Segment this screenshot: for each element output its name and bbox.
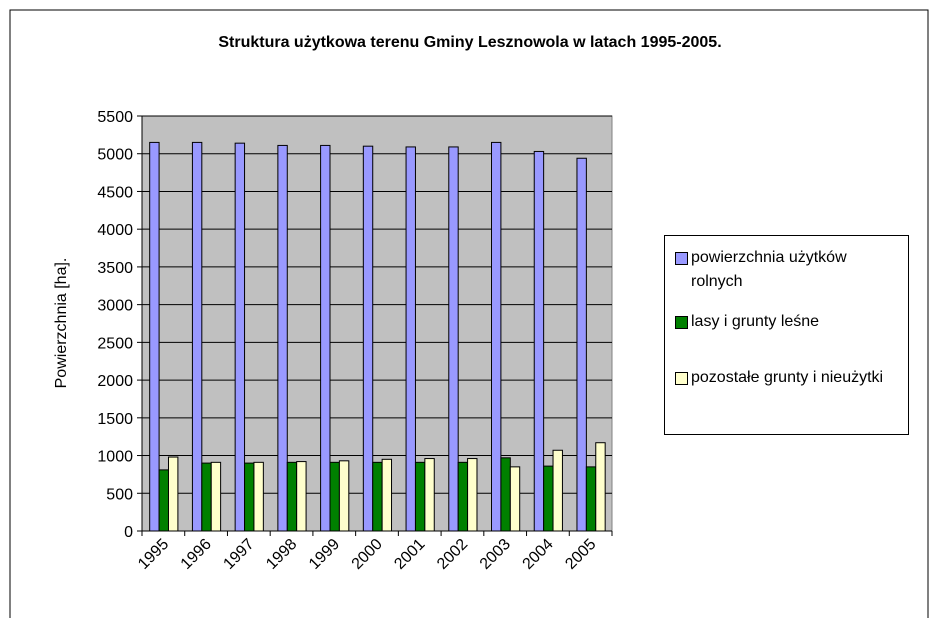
y-tick-label: 2500 (97, 335, 133, 352)
bar (500, 457, 511, 532)
bar (210, 461, 222, 532)
y-tick-label: 1500 (97, 411, 133, 428)
x-tick-label: 2004 (520, 536, 557, 573)
bar (585, 466, 597, 532)
chart-border (9, 9, 929, 618)
bar (552, 449, 563, 532)
y-tick-label: 3000 (97, 298, 133, 315)
bar (414, 461, 426, 532)
legend-label: pozostałe grunty i nieużytki (691, 369, 884, 386)
bar (533, 150, 545, 532)
x-tick-label: 2001 (391, 536, 428, 573)
y-tick-label: 0 (124, 524, 133, 541)
x-tick-label: 1997 (220, 536, 257, 573)
x-tick-label: 1996 (178, 536, 215, 573)
bar (457, 461, 469, 532)
plot-area (141, 115, 613, 532)
chart-title: Struktura użytkowa terenu Gminy Lesznowo… (218, 34, 721, 51)
y-tick-label: 4500 (97, 184, 133, 201)
bar (405, 146, 416, 532)
bar (277, 144, 288, 532)
bar (381, 458, 393, 532)
y-tick-label: 1000 (97, 449, 133, 466)
legend-label: lasy i grunty leśne (691, 313, 820, 330)
y-tick-label: 5000 (97, 147, 133, 164)
x-tick-label: 2002 (434, 536, 471, 573)
bar (543, 465, 554, 532)
bar (329, 461, 340, 532)
y-tick-label: 3500 (97, 260, 133, 277)
bar (320, 144, 331, 532)
bar (362, 145, 374, 532)
y-tick-label: 500 (106, 486, 133, 503)
x-tick-label: 1998 (263, 536, 300, 573)
bar (595, 442, 606, 532)
legend-item: powierzchnia użytków rolnych (671, 246, 902, 294)
legend-swatch (675, 316, 688, 329)
legend: powierzchnia użytków rolnych lasy i grunt… (664, 235, 909, 435)
bar (338, 460, 350, 532)
bar (372, 461, 383, 532)
legend-swatch (675, 372, 688, 385)
bar (296, 461, 307, 532)
x-tick-label: 2000 (349, 536, 386, 573)
y-tick-label: 2000 (97, 373, 133, 390)
x-tick-label: 2003 (477, 536, 514, 573)
bar (576, 157, 587, 532)
legend-label: powierzchnia użytków rolnych (691, 249, 847, 290)
x-tick-label: 1995 (135, 536, 172, 573)
bar (424, 458, 435, 532)
bar (253, 461, 264, 532)
bar (286, 461, 298, 532)
bar (191, 141, 203, 532)
y-axis-label: Powierzchnia [ha]. (53, 258, 70, 389)
bar (167, 456, 179, 532)
bar (234, 142, 246, 532)
bar (467, 458, 478, 532)
y-tick-label: 4000 (97, 222, 133, 239)
bar (201, 462, 212, 532)
bar (509, 466, 521, 532)
bar (158, 469, 169, 532)
bar (149, 141, 160, 532)
bar (491, 141, 502, 532)
bar (244, 462, 255, 532)
legend-swatch (675, 252, 688, 265)
y-tick-label: 5500 (97, 109, 133, 126)
x-tick-label: 1999 (306, 536, 343, 573)
x-tick-label: 2005 (562, 536, 599, 573)
bar (448, 146, 459, 532)
legend-item: lasy i grunty leśne (671, 310, 902, 350)
legend-item: pozostałe grunty i nieużytki (671, 366, 902, 406)
